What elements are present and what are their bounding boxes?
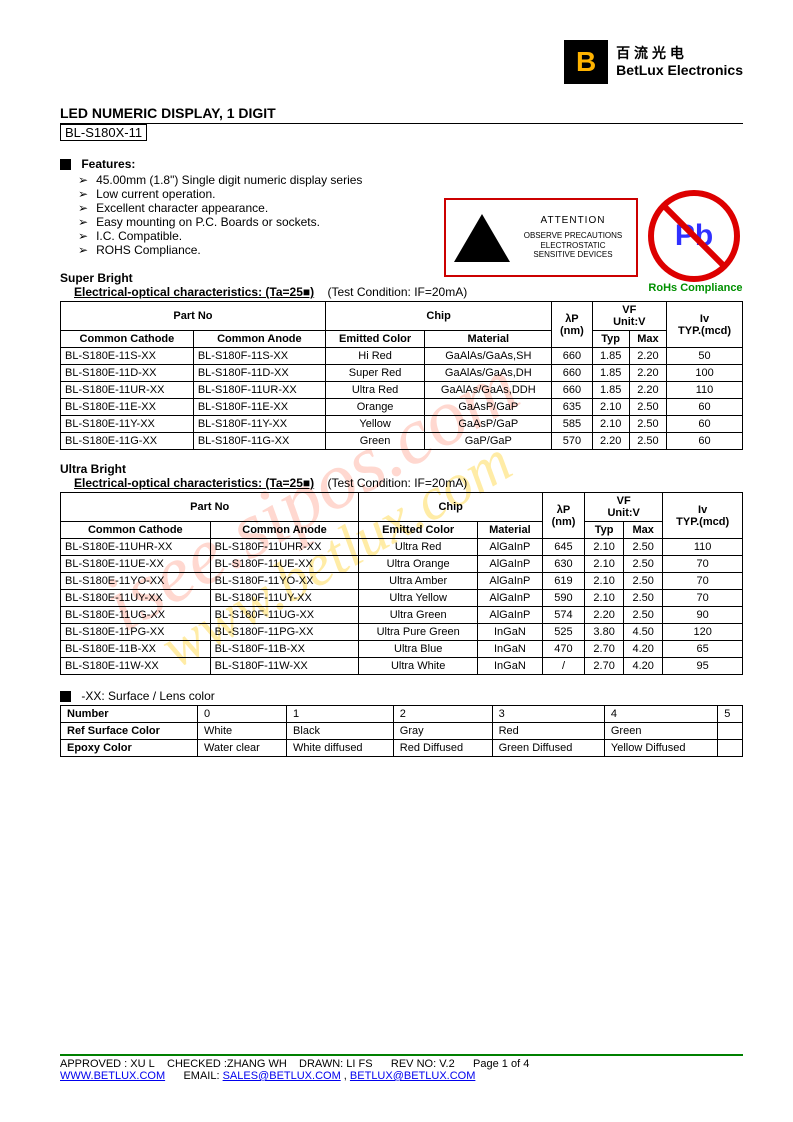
eo-characteristics-label-2: Electrical-optical characteristics: (Ta=… (74, 476, 314, 490)
table-row: BL-S180E-11W-XXBL-S180F-11W-XX Ultra Whi… (61, 658, 743, 675)
page-title: LED NUMERIC DISPLAY, 1 DIGIT (60, 105, 743, 121)
square-bullet-icon (60, 159, 71, 170)
company-logo: B 百 流 光 电 BetLux Electronics (564, 40, 743, 84)
pb-free-icon: Pb (648, 190, 740, 282)
footer-website-link[interactable]: WWW.BETLUX.COM (60, 1070, 165, 1082)
features-label: Features: (81, 157, 135, 171)
features-heading: Features: (60, 157, 743, 171)
logo-english: BetLux Electronics (616, 62, 743, 79)
square-bullet-icon (60, 691, 71, 702)
footer-drawn: DRAWN: LI FS (299, 1058, 373, 1070)
rohs-badge: Pb RoHs Compliance (648, 190, 743, 285)
esd-line1: OBSERVE PRECAUTIONS (514, 231, 632, 241)
eo-characteristics-label: Electrical-optical characteristics: (Ta=… (74, 285, 314, 299)
table-row: BL-S180E-11UG-XXBL-S180F-11UG-XX Ultra G… (61, 607, 743, 624)
test-condition-label: (Test Condition: IF=20mA) (327, 285, 467, 299)
feature-item: 45.00mm (1.8") Single digit numeric disp… (78, 173, 743, 187)
footer-email-link-2[interactable]: BETLUX@BETLUX.COM (350, 1070, 475, 1082)
footer-page: Page 1 of 4 (473, 1058, 529, 1070)
footer-email-link-1[interactable]: SALES@BETLUX.COM (223, 1070, 341, 1082)
table-row: BL-S180E-11D-XXBL-S180F-11D-XX Super Red… (61, 365, 743, 382)
rohs-label: RoHs Compliance (648, 282, 743, 294)
table-row: BL-S180E-11UY-XXBL-S180F-11UY-XX Ultra Y… (61, 590, 743, 607)
ultra-bright-table: Part No Chip λP(nm) VFUnit:V IvTYP.(mcd)… (60, 492, 743, 675)
table-row: BL-S180E-11UHR-XXBL-S180F-11UHR-XX Ultra… (61, 539, 743, 556)
table-row: BL-S180E-11UE-XXBL-S180F-11UE-XX Ultra O… (61, 556, 743, 573)
table-row: BL-S180E-11B-XXBL-S180F-11B-XX Ultra Blu… (61, 641, 743, 658)
table-row: BL-S180E-11UR-XXBL-S180F-11UR-XX Ultra R… (61, 382, 743, 399)
table-row: BL-S180E-11E-XXBL-S180F-11E-XX OrangeGaA… (61, 399, 743, 416)
footer-rev: REV NO: V.2 (391, 1058, 455, 1070)
esd-triangle-icon (454, 214, 510, 262)
table-row: BL-S180E-11YO-XXBL-S180F-11YO-XX Ultra A… (61, 573, 743, 590)
lens-label: -XX: Surface / Lens color (81, 689, 214, 703)
esd-line2: ELECTROSTATIC (514, 241, 632, 251)
lens-heading: -XX: Surface / Lens color (60, 689, 743, 703)
table-row: BL-S180E-11S-XXBL-S180F-11S-XX Hi RedGaA… (61, 348, 743, 365)
table-row: BL-S180E-11PG-XXBL-S180F-11PG-XX Ultra P… (61, 624, 743, 641)
logo-icon: B (564, 40, 608, 84)
test-condition-label-2: (Test Condition: IF=20mA) (327, 476, 467, 490)
page-footer: APPROVED : XU L CHECKED :ZHANG WH DRAWN:… (60, 1054, 743, 1082)
super-bright-table: Part No Chip λP(nm) VFUnit:V IvTYP.(mcd)… (60, 301, 743, 450)
table-row: BL-S180E-11Y-XXBL-S180F-11Y-XX YellowGaA… (61, 416, 743, 433)
esd-attention: ATTENTION (514, 215, 632, 227)
footer-email-label: EMAIL: (183, 1070, 219, 1082)
ultra-bright-heading: Ultra Bright (60, 462, 743, 476)
part-number-box: BL-S180X-11 (60, 124, 147, 141)
footer-checked: CHECKED :ZHANG WH (167, 1058, 287, 1070)
lens-color-table: Number012345Ref Surface ColorWhiteBlackG… (60, 705, 743, 757)
logo-chinese: 百 流 光 电 (616, 45, 743, 62)
table-row: BL-S180E-11G-XXBL-S180F-11G-XX GreenGaP/… (61, 433, 743, 450)
footer-approved: APPROVED : XU L (60, 1058, 155, 1070)
esd-warning-box: ATTENTION OBSERVE PRECAUTIONS ELECTROSTA… (444, 198, 638, 277)
esd-line3: SENSITIVE DEVICES (514, 250, 632, 260)
